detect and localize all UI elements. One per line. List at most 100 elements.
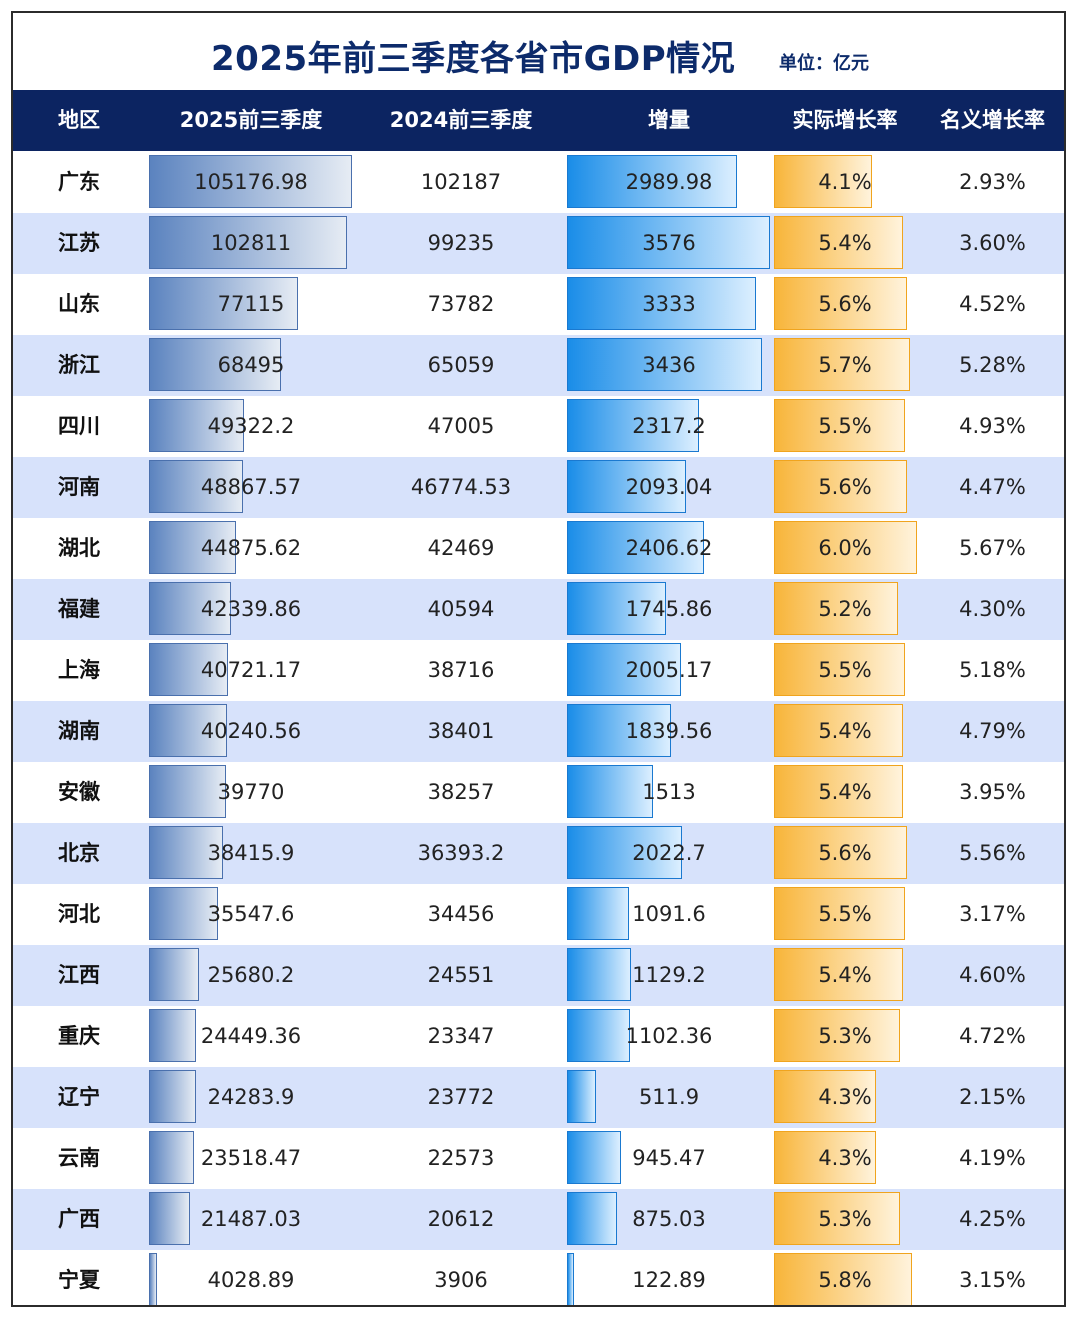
real-growth-value: 5.4% <box>818 780 872 804</box>
gdp2025-bar <box>149 887 218 940</box>
real-growth-value: 5.5% <box>818 414 872 438</box>
real-growth-value: 5.3% <box>818 1024 872 1048</box>
header-gdp2024: 2024前三季度 <box>389 108 533 132</box>
real-growth-bar <box>774 1009 901 1062</box>
real-growth-bar <box>774 887 906 940</box>
gdp2025-bar <box>149 948 199 1001</box>
increase-value: 2022.7 <box>632 841 706 865</box>
gdp2025-value: 38415.9 <box>207 841 295 865</box>
real-growth-bar <box>774 765 903 818</box>
gdp2025-value: 39770 <box>217 780 285 804</box>
table-row: 湖北 44875.62 42469 2406.62 6.0% 5.67% <box>13 518 1064 579</box>
table-row: 福建 42339.86 40594 1745.86 5.2% 4.30% <box>13 579 1064 640</box>
increase-bar <box>567 826 682 879</box>
gdp2024-value: 40594 <box>427 597 495 621</box>
real-growth-value: 5.2% <box>818 597 872 621</box>
real-growth-bar <box>774 1253 913 1305</box>
nominal-growth-value: 3.60% <box>959 231 1026 255</box>
region-cell: 北京 <box>58 841 100 865</box>
real-growth-bar <box>774 338 910 391</box>
nominal-growth-value: 5.18% <box>959 658 1026 682</box>
table-row: 安徽 39770 38257 1513 5.4% 3.95% <box>13 762 1064 823</box>
nominal-growth-value: 4.25% <box>959 1207 1026 1231</box>
increase-value: 2317.2 <box>632 414 706 438</box>
increase-value: 3333 <box>642 292 696 316</box>
increase-bar <box>567 155 737 208</box>
nominal-growth-value: 2.93% <box>959 170 1026 194</box>
gdp2025-bar <box>149 1192 191 1245</box>
gdp2025-bar <box>149 582 231 635</box>
gdp2025-value: 24449.36 <box>200 1024 302 1048</box>
increase-bar <box>567 765 653 818</box>
gdp2025-bar <box>149 826 224 879</box>
gdp2024-value: 65059 <box>427 353 495 377</box>
region-cell: 江苏 <box>58 231 100 255</box>
table-row: 河北 35547.6 34456 1091.6 5.5% 3.17% <box>13 884 1064 945</box>
region-cell: 河南 <box>58 475 100 499</box>
gdp2025-bar <box>149 277 298 330</box>
nominal-growth-value: 4.52% <box>959 292 1026 316</box>
increase-value: 2093.04 <box>625 475 713 499</box>
real-growth-value: 6.0% <box>818 536 872 560</box>
table-row: 重庆 24449.36 23347 1102.36 5.3% 4.72% <box>13 1006 1064 1067</box>
table-row: 四川 49322.2 47005 2317.2 5.5% 4.93% <box>13 396 1064 457</box>
gdp2025-bar <box>149 521 236 574</box>
gdp2024-value: 23347 <box>427 1024 495 1048</box>
increase-value: 3576 <box>642 231 696 255</box>
table-row: 辽宁 24283.9 23772 511.9 4.3% 2.15% <box>13 1067 1064 1128</box>
real-growth-bar <box>774 1131 877 1184</box>
gdp2025-bar <box>149 155 352 208</box>
gdp2025-bar <box>149 460 244 513</box>
region-cell: 广东 <box>58 170 100 194</box>
gdp2025-value: 42339.86 <box>200 597 302 621</box>
increase-bar <box>567 399 699 452</box>
increase-value: 511.9 <box>638 1085 700 1109</box>
increase-bar <box>567 1131 621 1184</box>
title-row: 2025年前三季度各省市GDP情况 单位：亿元 <box>13 13 1064 90</box>
increase-bar <box>567 1009 630 1062</box>
increase-bar <box>567 887 629 940</box>
increase-bar <box>567 460 686 513</box>
gdp2025-value: 102811 <box>210 231 292 255</box>
table-row: 广西 21487.03 20612 875.03 5.3% 4.25% <box>13 1189 1064 1250</box>
table-row: 广东 105176.98 102187 2989.98 4.1% 2.93% <box>13 152 1064 213</box>
increase-bar <box>567 948 632 1001</box>
real-growth-value: 4.1% <box>818 170 872 194</box>
gdp2025-bar <box>149 1253 157 1305</box>
real-growth-value: 4.3% <box>818 1085 872 1109</box>
increase-bar <box>567 582 667 635</box>
region-cell: 重庆 <box>58 1024 100 1048</box>
table-row: 河南 48867.57 46774.53 2093.04 5.6% 4.47% <box>13 457 1064 518</box>
gdp2025-bar <box>149 1070 196 1123</box>
real-growth-bar <box>774 155 872 208</box>
increase-value: 1839.56 <box>625 719 713 743</box>
gdp2024-value: 38716 <box>427 658 495 682</box>
nominal-growth-value: 2.15% <box>959 1085 1026 1109</box>
nominal-growth-value: 4.30% <box>959 597 1026 621</box>
gdp2024-value: 73782 <box>427 292 495 316</box>
real-growth-value: 5.5% <box>818 902 872 926</box>
gdp2025-value: 48867.57 <box>200 475 302 499</box>
increase-bar <box>567 277 757 330</box>
header-gdp2025: 2025前三季度 <box>179 108 323 132</box>
gdp2024-value: 102187 <box>420 170 502 194</box>
unit-label: 单位：亿元 <box>779 53 869 74</box>
table-body: 广东 105176.98 102187 2989.98 4.1% 2.93% 江苏 10281… <box>13 152 1064 1305</box>
gdp2025-value: 44875.62 <box>200 536 302 560</box>
gdp2024-value: 46774.53 <box>410 475 512 499</box>
nominal-growth-value: 4.19% <box>959 1146 1026 1170</box>
header-real-growth: 实际增长率 <box>792 108 898 132</box>
table-row: 云南 23518.47 22573 945.47 4.3% 4.19% <box>13 1128 1064 1189</box>
gdp2024-value: 99235 <box>427 231 495 255</box>
table-header: 地区 2025前三季度 2024前三季度 增量 实际增长率 名义增长率 <box>13 90 1064 151</box>
gdp2024-value: 23772 <box>427 1085 495 1109</box>
real-growth-value: 5.7% <box>818 353 872 377</box>
region-cell: 辽宁 <box>58 1085 100 1109</box>
real-growth-value: 5.8% <box>818 1268 872 1292</box>
nominal-growth-value: 4.47% <box>959 475 1026 499</box>
nominal-growth-value: 4.93% <box>959 414 1026 438</box>
gdp2025-value: 23518.47 <box>200 1146 302 1170</box>
nominal-growth-value: 5.56% <box>959 841 1026 865</box>
table-frame: 2025年前三季度各省市GDP情况 单位：亿元 地区 2025前三季度 2024… <box>11 11 1066 1307</box>
page-title: 2025年前三季度各省市GDP情况 <box>211 39 736 79</box>
